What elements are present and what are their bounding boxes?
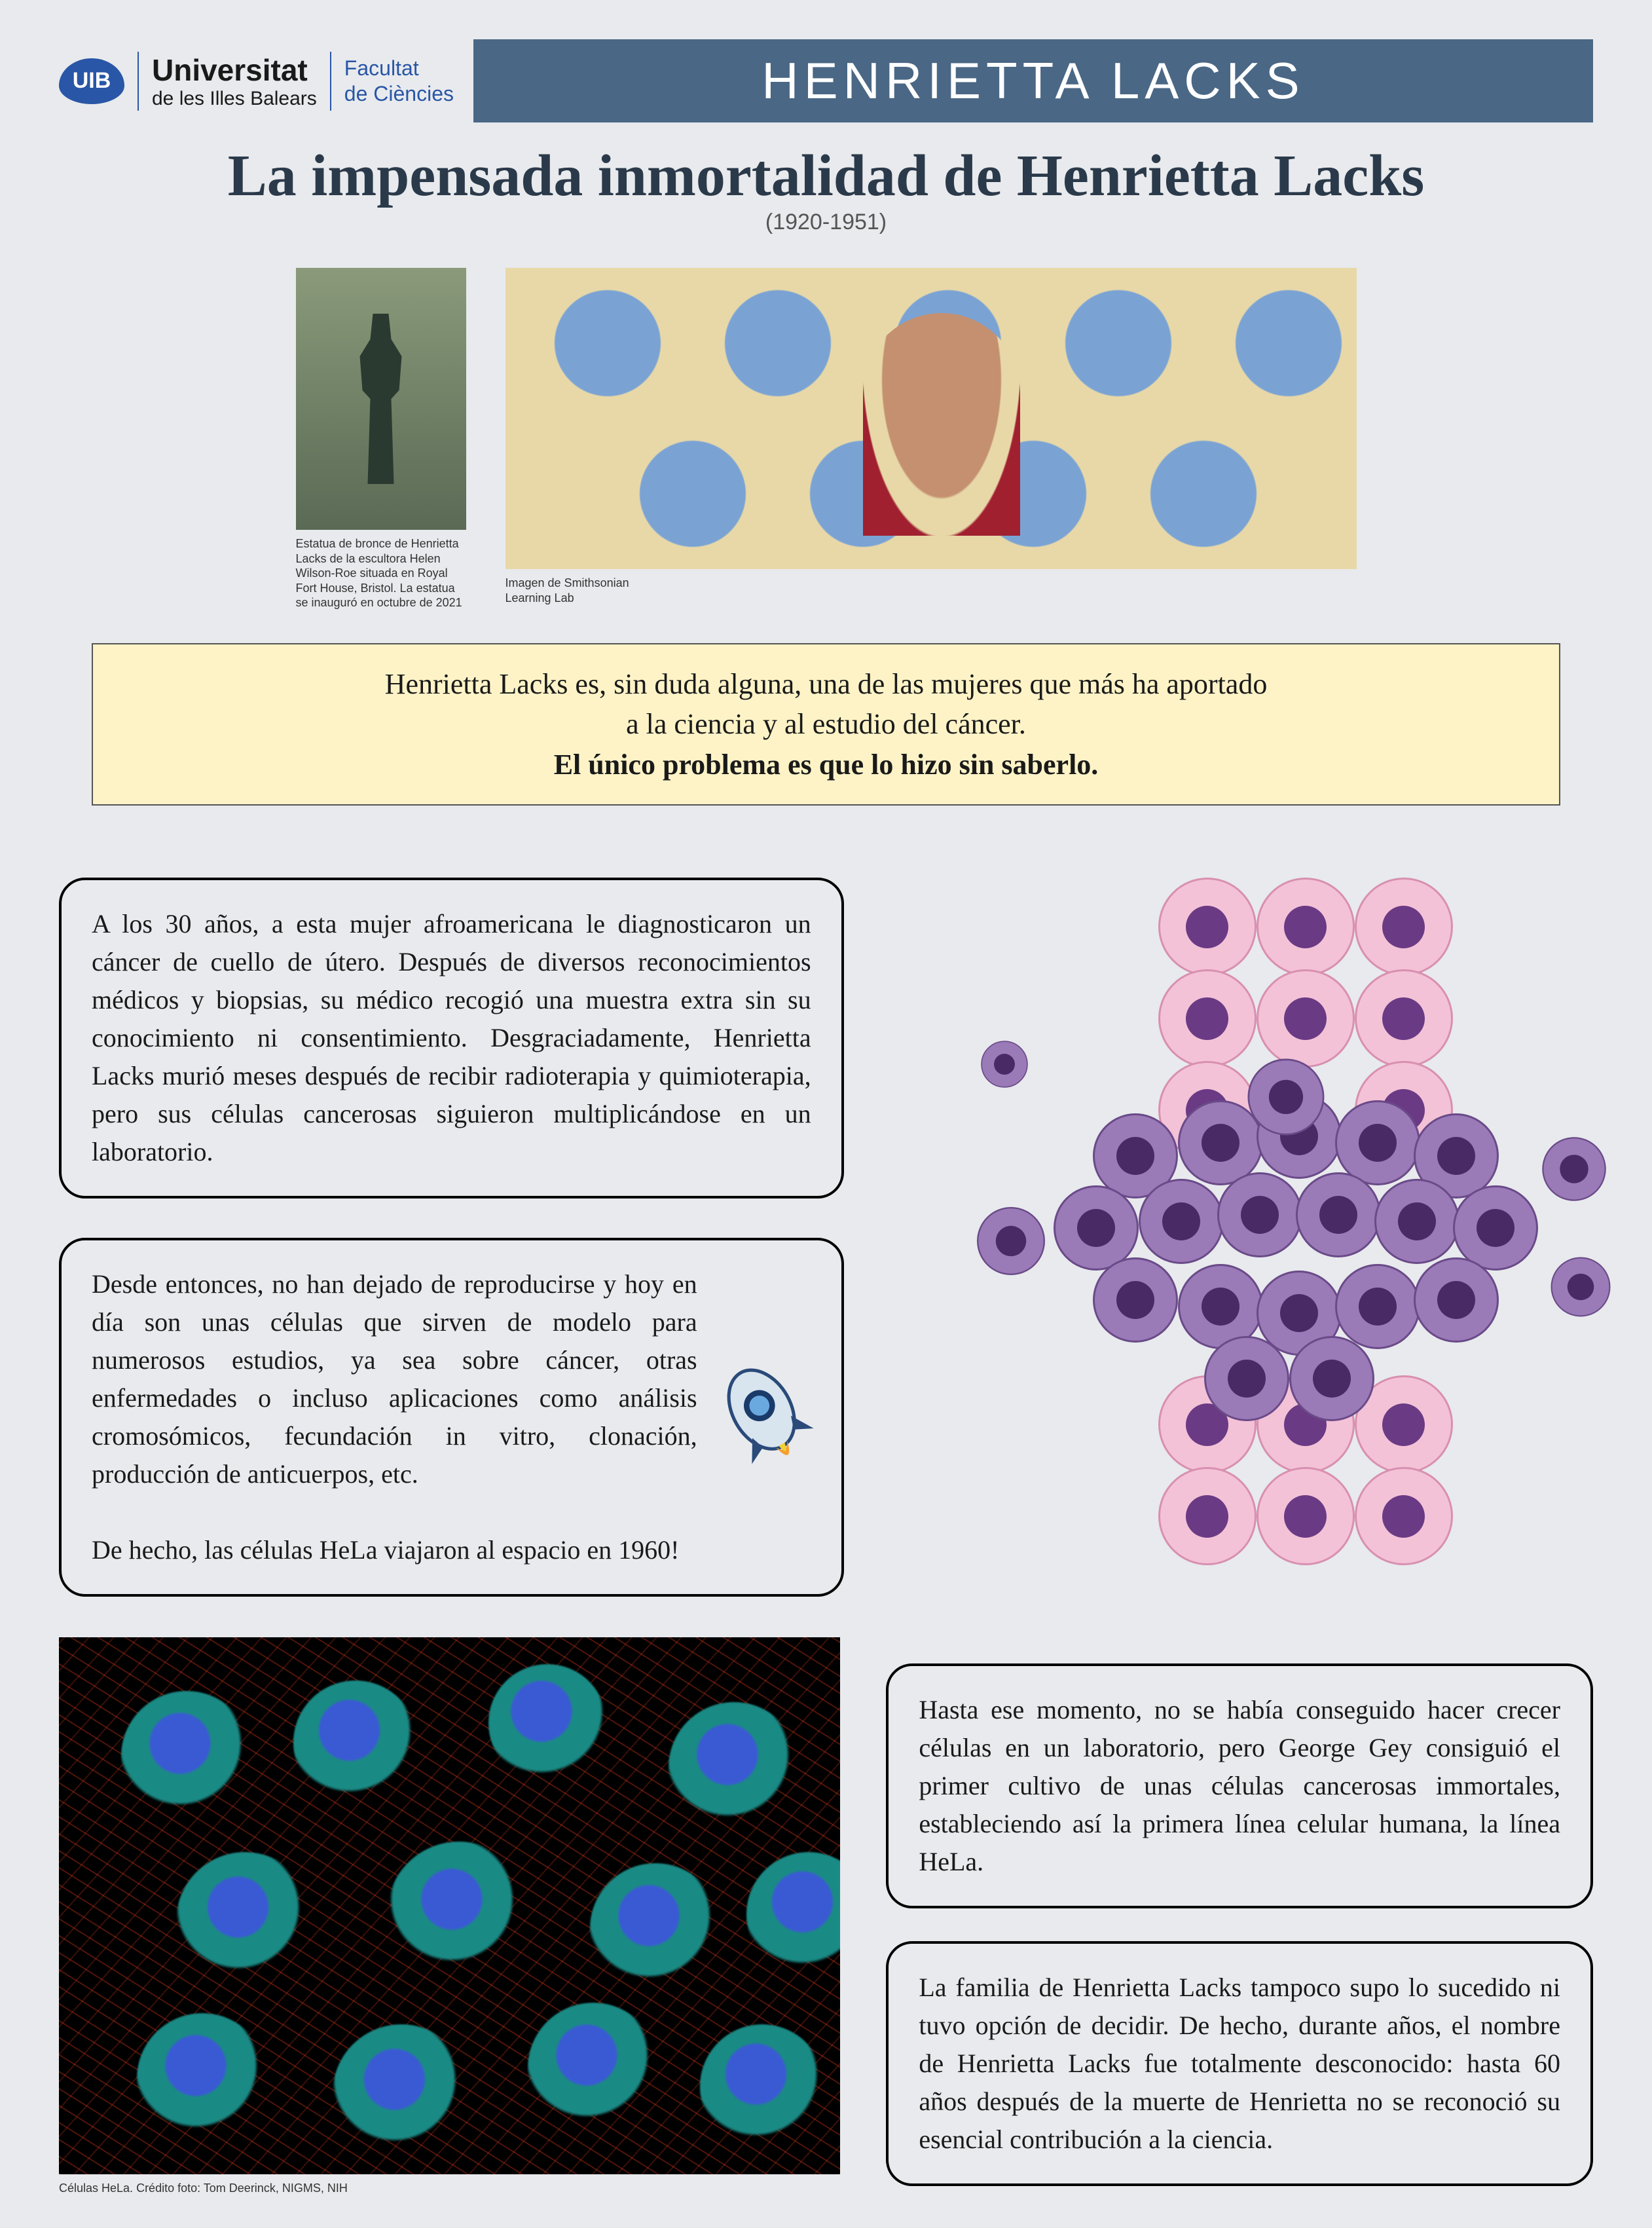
hela-cell-icon xyxy=(387,1842,531,1986)
box2-p2: De hecho, las células HeLa viajaron al e… xyxy=(92,1531,697,1569)
intro-line1: Henrietta Lacks es, sin duda alguna, una… xyxy=(132,664,1520,705)
text-column-left: A los 30 años, a esta mujer afroamerican… xyxy=(59,878,844,1598)
hela-wrap: Células HeLa. Crédito foto: Tom Deerinck… xyxy=(59,1637,840,2196)
pink-cell-icon xyxy=(1158,1467,1257,1565)
hela-caption: Células HeLa. Crédito foto: Tom Deerinck… xyxy=(59,2181,840,2196)
cells-illustration xyxy=(883,878,1593,1598)
purple-cell-icon xyxy=(1296,1172,1381,1257)
purple-cell-icon xyxy=(1374,1179,1459,1264)
divider xyxy=(330,52,331,111)
pink-cell-icon xyxy=(1355,878,1453,976)
faculty-name: Facultat de Ciències xyxy=(344,56,454,106)
pink-cell-icon xyxy=(1158,969,1257,1068)
title-banner: HENRIETTA LACKS xyxy=(473,39,1593,122)
hela-cell-icon xyxy=(333,2024,470,2162)
purple-cell-icon xyxy=(977,1207,1045,1275)
hela-cell-icon xyxy=(293,1680,418,1805)
portrait-caption: Imagen de Smithsonian Learning Lab xyxy=(505,576,676,605)
pink-cell-icon xyxy=(1257,969,1355,1068)
intro-line3: El único problema es que lo hizo sin sab… xyxy=(132,745,1520,785)
purple-cell-icon xyxy=(1139,1179,1224,1264)
main-title: La impensada inmortalidad de Henrietta L… xyxy=(59,142,1593,210)
statue-image xyxy=(296,268,466,530)
pink-cell-icon xyxy=(1257,878,1355,976)
text-box-1: A los 30 años, a esta mujer afroamerican… xyxy=(59,878,844,1198)
purple-cell-icon xyxy=(981,1041,1028,1088)
university-line1: Universitat xyxy=(152,52,317,88)
pink-cell-icon xyxy=(1257,1467,1355,1565)
statue-caption: Estatua de bronce de Henrietta Lacks de … xyxy=(296,536,466,610)
hela-cell-icon xyxy=(700,2024,824,2149)
hela-cell-icon xyxy=(176,1852,314,1990)
dates: (1920-1951) xyxy=(59,210,1593,235)
purple-cell-icon xyxy=(1217,1172,1302,1257)
purple-cell-icon xyxy=(1204,1336,1289,1421)
hela-cell-icon xyxy=(528,2003,659,2134)
university-name: Universitat de les Illes Balears xyxy=(152,52,317,110)
pink-cell-icon xyxy=(1355,1467,1453,1565)
faculty-line1: Facultat xyxy=(344,56,454,81)
purple-cell-icon xyxy=(1551,1257,1610,1317)
pink-cell-icon xyxy=(1158,878,1257,976)
hela-cell-icon xyxy=(488,1664,606,1782)
text-box-3: Hasta ese momento, no se había conseguid… xyxy=(886,1663,1593,1908)
portrait-wrap: Imagen de Smithsonian Learning Lab xyxy=(505,268,1357,605)
hela-cell-icon xyxy=(746,1852,840,1977)
text-column-right: Hasta ese momento, no se había conseguid… xyxy=(886,1637,1593,2186)
uib-badge-icon: UIB xyxy=(59,58,124,104)
hela-cell-icon xyxy=(590,1863,721,1994)
rocket-icon xyxy=(689,1341,841,1493)
pink-cell-icon xyxy=(1355,969,1453,1068)
faculty-line2: de Ciències xyxy=(344,81,454,106)
intro-box: Henrietta Lacks es, sin duda alguna, una… xyxy=(92,643,1560,806)
hela-cell-icon xyxy=(137,2013,268,2144)
purple-cell-icon xyxy=(1335,1264,1420,1349)
intro-line2: a la ciencia y al estudio del cáncer. xyxy=(132,704,1520,745)
text-box-2: Desde entonces, no han dejado de reprodu… xyxy=(59,1238,844,1597)
text-box-4: La familia de Henrietta Lacks tampoco su… xyxy=(886,1941,1593,2186)
box2-p1: Desde entonces, no han dejado de reprodu… xyxy=(92,1265,697,1493)
purple-cell-icon xyxy=(1542,1138,1606,1202)
uib-logo: UIB Universitat de les Illes Balears Fac… xyxy=(59,52,454,111)
purple-cell-icon xyxy=(1247,1059,1324,1136)
header: UIB Universitat de les Illes Balears Fac… xyxy=(59,39,1593,122)
divider xyxy=(138,52,139,111)
portrait-image xyxy=(505,268,1357,569)
purple-cell-icon xyxy=(1289,1336,1374,1421)
university-line2: de les Illes Balears xyxy=(152,88,317,110)
hela-cells-image xyxy=(59,1637,840,2174)
statue-wrap: Estatua de bronce de Henrietta Lacks de … xyxy=(296,268,466,610)
bottom-section: Células HeLa. Crédito foto: Tom Deerinck… xyxy=(59,1637,1593,2196)
purple-cell-icon xyxy=(1093,1257,1178,1343)
images-row: Estatua de bronce de Henrietta Lacks de … xyxy=(59,268,1593,610)
mid-section: A los 30 años, a esta mujer afroamerican… xyxy=(59,878,1593,1598)
hela-cell-icon xyxy=(669,1702,799,1833)
hela-cell-icon xyxy=(121,1691,252,1822)
purple-cell-icon xyxy=(1414,1257,1499,1343)
